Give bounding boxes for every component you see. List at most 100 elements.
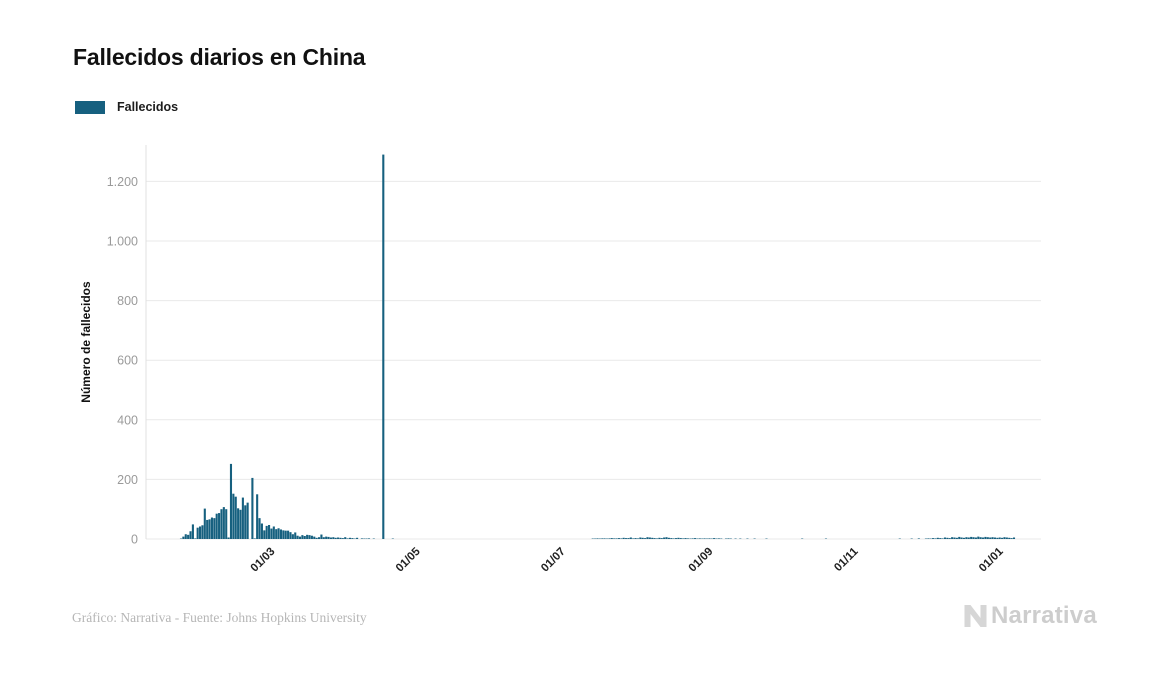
x-tick-label: 01/01 (977, 545, 1006, 574)
bar (596, 538, 599, 539)
bar (979, 537, 982, 539)
bar (932, 538, 935, 539)
narrativa-logo-icon (964, 605, 987, 627)
bar (182, 536, 185, 539)
bar (972, 537, 975, 539)
bar (970, 536, 973, 539)
bar (627, 538, 630, 539)
bar (993, 537, 997, 539)
bar (348, 537, 352, 539)
bar (265, 525, 268, 539)
bar (946, 537, 949, 539)
bar (634, 538, 637, 539)
bar (294, 532, 297, 539)
bar (246, 502, 249, 539)
bar (691, 538, 694, 539)
bar (253, 538, 256, 539)
bar (1008, 537, 1011, 539)
bar (984, 536, 987, 539)
bar (679, 538, 682, 539)
bar (617, 538, 620, 539)
bar (962, 537, 966, 539)
bar (948, 538, 951, 539)
bar (284, 530, 287, 539)
bar (272, 526, 275, 539)
bar (927, 538, 930, 539)
bar (360, 538, 363, 539)
legend-label: Fallecidos (117, 100, 179, 114)
bar (327, 536, 330, 539)
bar (201, 525, 204, 539)
bar (315, 537, 318, 539)
bar (1012, 537, 1016, 539)
bar (629, 537, 632, 539)
bar (268, 524, 271, 539)
narrativa-logo-text: Narrativa (991, 602, 1097, 629)
y-tick-label: 800 (117, 294, 138, 308)
bar (344, 537, 347, 539)
bar (939, 538, 942, 539)
bar (1005, 537, 1008, 539)
bar (263, 530, 266, 539)
bar (953, 537, 956, 539)
bar (615, 538, 618, 539)
bar (296, 535, 299, 539)
bar (329, 537, 332, 539)
bar (670, 538, 673, 539)
bar (351, 538, 354, 539)
bar (632, 538, 635, 539)
bar (620, 538, 623, 539)
bar (648, 537, 651, 539)
bar (639, 537, 642, 539)
legend-swatch (75, 100, 105, 114)
bar (951, 537, 954, 539)
bar (206, 519, 209, 539)
bar (303, 536, 306, 539)
chart-title: Fallecidos diarios en China (73, 44, 366, 70)
bar (298, 536, 302, 539)
bar (239, 509, 242, 539)
bar (251, 477, 254, 539)
bar (289, 532, 292, 539)
bar (613, 538, 616, 539)
bar (277, 528, 280, 539)
bar (232, 493, 235, 539)
bar (982, 537, 985, 539)
bar (234, 496, 237, 539)
bar (198, 526, 202, 539)
legend-item-fallecidos[interactable]: Fallecidos (75, 100, 178, 114)
bar (943, 537, 947, 539)
bar (651, 537, 654, 539)
x-tick-label: 01/09 (687, 546, 716, 575)
bar (991, 537, 994, 539)
bar (608, 538, 611, 539)
bar (291, 534, 294, 539)
x-tick-label: 01/11 (832, 545, 861, 574)
bar (653, 538, 656, 539)
bar (727, 538, 730, 539)
bar (317, 537, 321, 539)
bar (334, 537, 337, 539)
y-tick-label: 1.200 (107, 175, 138, 189)
bar (934, 538, 937, 539)
bar (220, 509, 223, 539)
bar (667, 537, 670, 539)
bar (256, 494, 259, 539)
bar (275, 529, 278, 539)
bar (977, 536, 980, 539)
x-tick-label: 01/05 (394, 545, 423, 574)
bar (708, 538, 711, 539)
bar (989, 537, 992, 539)
bar (684, 538, 687, 539)
bar (641, 537, 644, 539)
bar (187, 534, 190, 539)
y-tick-label: 1.000 (107, 235, 138, 249)
bar (241, 497, 244, 539)
bar (320, 534, 323, 539)
bar (229, 463, 233, 539)
bar (917, 538, 920, 539)
bar (215, 513, 218, 539)
bar (279, 529, 283, 539)
y-tick-label: 400 (117, 413, 138, 427)
